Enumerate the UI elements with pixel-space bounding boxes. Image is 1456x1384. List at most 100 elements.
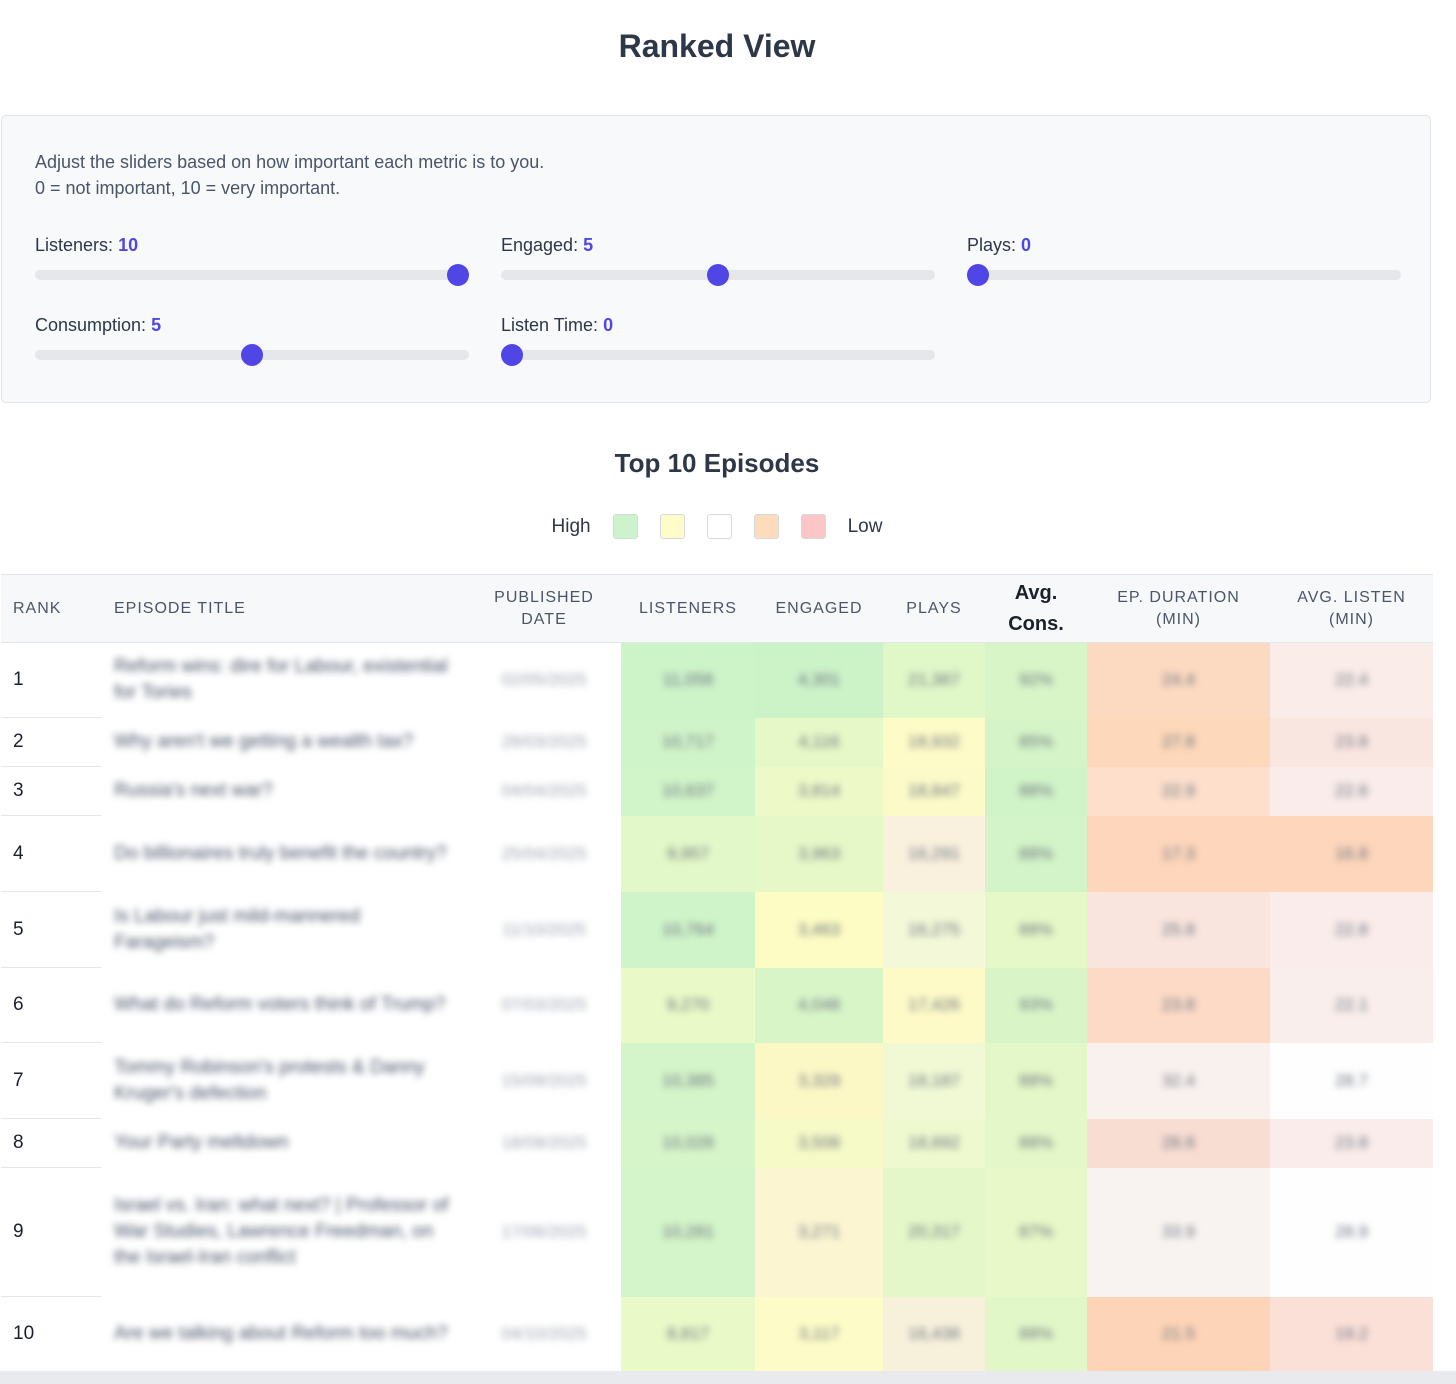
episode-title-cell-text: Your Party meltdown <box>114 1132 289 1153</box>
avg-listen-cell: 16.8 <box>1270 815 1433 892</box>
published-date-cell: 28/03/2025 <box>467 718 621 767</box>
engaged-cell: 3,463 <box>755 891 883 968</box>
episode-title-cell-text: Russia's next war? <box>114 780 273 801</box>
instructions-text: Adjust the sliders based on how importan… <box>35 152 545 198</box>
rank-cell-text: 5 <box>13 918 24 940</box>
avg-consumption-cell: 85% <box>985 717 1087 767</box>
published-date-cell-text: 04/04/2025 <box>501 781 587 800</box>
avg-consumption-cell: 88% <box>985 1118 1087 1168</box>
column-header-duration[interactable]: EP. DURATION (MIN) <box>1087 574 1270 643</box>
plays-cell-text: 16,438 <box>908 1324 960 1343</box>
listen-time-slider[interactable] <box>501 344 935 366</box>
weights-panel: Adjust the sliders based on how importan… <box>1 115 1431 403</box>
plays-cell-text: 18,892 <box>908 1133 960 1152</box>
published-date-cell: 04/10/2025 <box>467 1297 621 1372</box>
listeners-cell: 10,028 <box>621 1118 755 1168</box>
column-header-plays[interactable]: PLAYS <box>883 574 985 643</box>
table-row[interactable]: 4 Do billionaires truly benefit the count… <box>1 815 1433 892</box>
slider-thumb[interactable] <box>501 344 523 366</box>
plays-cell-text: 18,932 <box>908 732 960 751</box>
published-date-cell: 17/06/2025 <box>467 1168 621 1297</box>
column-header-avg-consumption[interactable]: Avg. Cons. <box>985 574 1087 643</box>
listeners-cell: 10,764 <box>621 891 755 968</box>
rank-cell-text: 4 <box>13 842 24 864</box>
table-row[interactable]: 1 Reform wins: dire for Labour, existenti… <box>1 642 1433 718</box>
table-row[interactable]: 8 Your Party meltdown 18/09/2025 10,028 3,50… <box>1 1118 1433 1168</box>
slider-value: 5 <box>583 235 594 255</box>
listeners-cell: 8,817 <box>621 1296 755 1372</box>
table-row[interactable]: 3 Russia's next war? 04/04/2025 10,637 3,814… <box>1 766 1433 816</box>
column-header-date[interactable]: PUBLISHED DATE <box>467 574 621 643</box>
listeners-cell-text: 10,717 <box>662 732 714 751</box>
avg-listen-cell: 23.8 <box>1270 1118 1433 1168</box>
engaged-cell: 3,814 <box>755 766 883 816</box>
avg-consumption-cell-text: 88% <box>1018 843 1054 863</box>
engaged-cell: 3,329 <box>755 1042 883 1119</box>
rank-cell: 7 <box>1 1042 102 1119</box>
slider-thumb[interactable] <box>707 264 729 286</box>
duration-cell: 23.8 <box>1087 967 1270 1043</box>
episode-title-cell-text: Israel vs. Iran: what next? | Professor … <box>114 1195 449 1268</box>
engaged-cell-text: 3,814 <box>797 781 841 800</box>
avg-listen-cell-text: 23.8 <box>1334 1133 1369 1152</box>
duration-cell-text: 21.5 <box>1161 1324 1196 1343</box>
avg-listen-cell-text: 22.4 <box>1334 670 1369 690</box>
episode-title-cell-text: Reform wins: dire for Labour, existentia… <box>114 656 448 704</box>
listeners-cell: 9,270 <box>621 967 755 1043</box>
horizontal-scrollbar[interactable] <box>0 1371 1456 1384</box>
duration-cell-text: 17.3 <box>1161 843 1196 863</box>
rank-cell-text: 1 <box>13 669 24 690</box>
avg-listen-cell: 22.1 <box>1270 967 1433 1043</box>
column-header-engaged[interactable]: ENGAGED <box>755 574 883 643</box>
slider-thumb[interactable] <box>241 344 263 366</box>
listeners-cell-text: 10,637 <box>662 781 714 800</box>
table-row[interactable]: 5 Is Labour just mild-mannered Farageism?… <box>1 891 1433 968</box>
engaged-slider[interactable] <box>501 264 935 286</box>
avg-consumption-cell-text: 88% <box>1018 781 1054 800</box>
engaged-cell: 4,048 <box>755 967 883 1043</box>
duration-cell-text: 22.9 <box>1161 781 1196 800</box>
avg-consumption-cell-text: 88% <box>1018 1133 1054 1152</box>
slider-label: Listeners: <box>35 235 114 255</box>
slider-thumb[interactable] <box>967 264 989 286</box>
listeners-slider[interactable] <box>35 264 469 286</box>
plays-cell: 20,317 <box>883 1167 985 1297</box>
column-header-listeners[interactable]: LISTENERS <box>621 574 755 643</box>
listen-time-slider-group: Listen Time: 0 <box>501 313 935 366</box>
listeners-cell-text: 10,028 <box>662 1133 714 1152</box>
duration-cell: 21.5 <box>1087 1296 1270 1372</box>
episode-title-cell-text: Do billionaires truly benefit the countr… <box>114 842 447 864</box>
avg-consumption-cell: 93% <box>985 967 1087 1043</box>
table-row[interactable]: 2 Why aren't we getting a wealth tax? 28/0… <box>1 717 1433 767</box>
table-row[interactable]: 6 What do Reform voters think of Trump? 07… <box>1 967 1433 1043</box>
slider-thumb[interactable] <box>447 264 469 286</box>
rank-cell: 6 <box>1 967 102 1043</box>
column-header-avg-listen[interactable]: AVG. LISTEN (MIN) <box>1270 574 1433 643</box>
listeners-cell: 10,385 <box>621 1042 755 1119</box>
duration-cell: 27.8 <box>1087 717 1270 767</box>
slider-value: 0 <box>1021 235 1032 255</box>
listeners-cell: 10,637 <box>621 766 755 816</box>
column-header-rank[interactable]: RANK <box>1 574 102 643</box>
published-date-cell: 18/09/2025 <box>467 1119 621 1168</box>
duration-cell: 24.4 <box>1087 642 1270 718</box>
avg-listen-cell: 22.8 <box>1270 891 1433 968</box>
table-row[interactable]: 9 Israel vs. Iran: what next? | Professor… <box>1 1167 1433 1297</box>
legend-swatch <box>753 514 779 539</box>
plays-slider[interactable] <box>967 264 1401 286</box>
engaged-cell-text: 4,301 <box>797 670 841 690</box>
avg-consumption-cell: 88% <box>985 815 1087 892</box>
column-header-title[interactable]: EPISODE TITLE <box>102 574 467 643</box>
avg-listen-cell-text: 23.8 <box>1334 732 1369 751</box>
plays-cell: 18,847 <box>883 766 985 816</box>
avg-consumption-cell: 88% <box>985 1042 1087 1119</box>
avg-consumption-cell-text: 88% <box>1018 1070 1054 1090</box>
table-row[interactable]: 10 Are we talking about Reform too much? 0… <box>1 1296 1433 1372</box>
table-row[interactable]: 7 Tommy Robinson's protests & Danny Kruge… <box>1 1042 1433 1119</box>
episode-title-cell: Tommy Robinson's protests & Danny Kruger… <box>102 1043 467 1119</box>
duration-cell: 28.8 <box>1087 1118 1270 1168</box>
episode-title-cell-text: Tommy Robinson's protests & Danny Kruger… <box>114 1056 425 1104</box>
consumption-slider[interactable] <box>35 344 469 366</box>
listeners-cell-text: 10,385 <box>662 1070 714 1090</box>
published-date-cell-text: 28/03/2025 <box>501 732 587 751</box>
